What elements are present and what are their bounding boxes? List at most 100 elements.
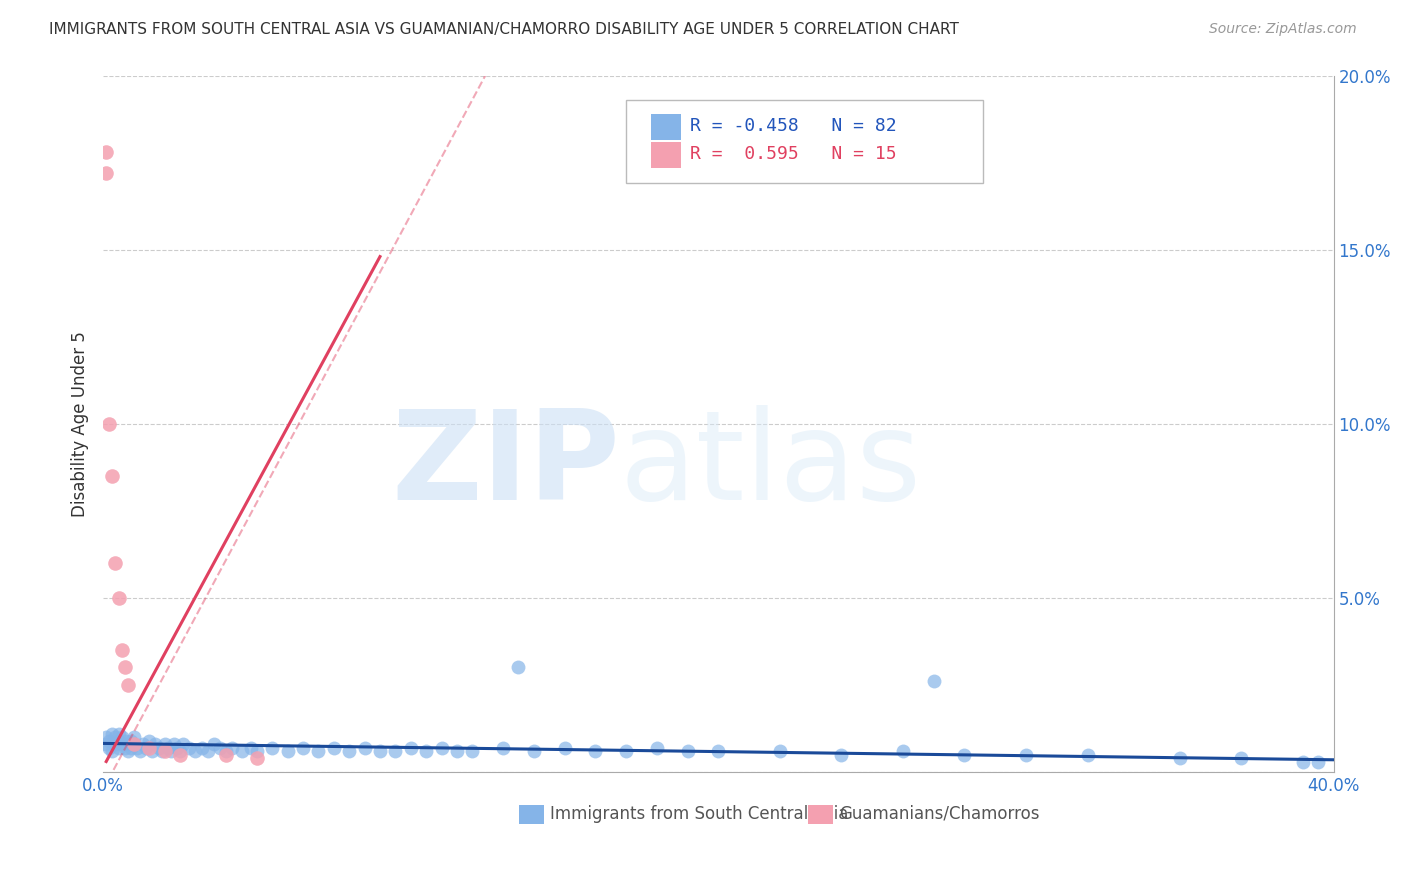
Point: [125, 740, 148, 755]
Point: [101, 469, 124, 483]
Point: [96, 145, 118, 160]
Point: [239, 740, 262, 755]
Point: [110, 643, 132, 657]
Point: [676, 744, 699, 758]
Text: R =  0.595   N = 15: R = 0.595 N = 15: [690, 145, 897, 163]
Point: [337, 744, 360, 758]
Point: [141, 744, 163, 758]
Point: [107, 740, 129, 755]
Point: [129, 744, 152, 758]
Point: [221, 740, 243, 755]
Point: [830, 747, 852, 762]
Point: [122, 730, 145, 744]
Point: [104, 730, 127, 744]
Point: [583, 744, 606, 758]
Text: ZIP: ZIP: [391, 405, 620, 526]
Point: [114, 733, 136, 747]
Point: [399, 740, 422, 755]
Point: [922, 674, 945, 689]
Point: [101, 744, 124, 758]
Point: [98, 733, 121, 747]
Text: Source: ZipAtlas.com: Source: ZipAtlas.com: [1209, 22, 1357, 37]
Point: [172, 737, 194, 751]
Point: [107, 591, 129, 605]
Point: [1015, 747, 1038, 762]
Point: [107, 733, 129, 747]
Bar: [651, 114, 682, 140]
Point: [353, 740, 375, 755]
Point: [132, 737, 155, 751]
Point: [117, 737, 139, 751]
Bar: [651, 142, 682, 169]
Text: Immigrants from South Central Asia: Immigrants from South Central Asia: [550, 805, 848, 822]
Point: [614, 744, 637, 758]
Point: [277, 744, 299, 758]
Point: [523, 744, 546, 758]
Point: [184, 744, 207, 758]
Point: [208, 740, 231, 755]
Point: [145, 737, 167, 751]
Point: [98, 417, 121, 431]
Point: [202, 737, 225, 751]
Point: [110, 730, 132, 744]
Point: [246, 744, 269, 758]
FancyBboxPatch shape: [626, 100, 983, 184]
Point: [1292, 755, 1315, 769]
Point: [461, 744, 484, 758]
Point: [215, 747, 238, 762]
Point: [122, 737, 145, 751]
Point: [153, 737, 176, 751]
Point: [138, 740, 160, 755]
Point: [114, 740, 136, 755]
Point: [169, 747, 191, 762]
Bar: [519, 805, 544, 824]
Point: [96, 730, 118, 744]
Point: [322, 740, 344, 755]
Point: [135, 740, 157, 755]
Point: [190, 740, 212, 755]
Point: [166, 740, 188, 755]
Point: [891, 744, 914, 758]
Point: [262, 740, 284, 755]
Point: [197, 744, 219, 758]
Point: [114, 660, 136, 674]
Point: [292, 740, 315, 755]
Point: [98, 740, 121, 755]
Point: [446, 744, 468, 758]
Point: [246, 751, 269, 765]
Point: [215, 744, 238, 758]
Point: [150, 744, 173, 758]
Point: [384, 744, 406, 758]
Point: [508, 660, 530, 674]
Point: [163, 737, 186, 751]
Point: [104, 737, 127, 751]
Point: [179, 740, 201, 755]
Point: [96, 737, 118, 751]
Text: atlas: atlas: [620, 405, 922, 526]
Point: [231, 744, 253, 758]
Point: [107, 726, 129, 740]
Point: [415, 744, 437, 758]
Point: [117, 744, 139, 758]
Point: [120, 733, 142, 747]
Point: [138, 733, 160, 747]
Point: [368, 744, 391, 758]
Point: [953, 747, 976, 762]
Point: [153, 744, 176, 758]
Point: [169, 744, 191, 758]
Point: [117, 678, 139, 692]
Point: [1230, 751, 1253, 765]
Point: [122, 737, 145, 751]
Point: [1076, 747, 1098, 762]
Point: [430, 740, 453, 755]
Point: [707, 744, 730, 758]
Point: [120, 740, 142, 755]
Text: Guamanians/Chamorros: Guamanians/Chamorros: [839, 805, 1039, 822]
Point: [769, 744, 792, 758]
Point: [492, 740, 515, 755]
Point: [101, 726, 124, 740]
Point: [1308, 755, 1330, 769]
Text: R = -0.458   N = 82: R = -0.458 N = 82: [690, 118, 897, 136]
Point: [148, 740, 170, 755]
Bar: [808, 805, 832, 824]
